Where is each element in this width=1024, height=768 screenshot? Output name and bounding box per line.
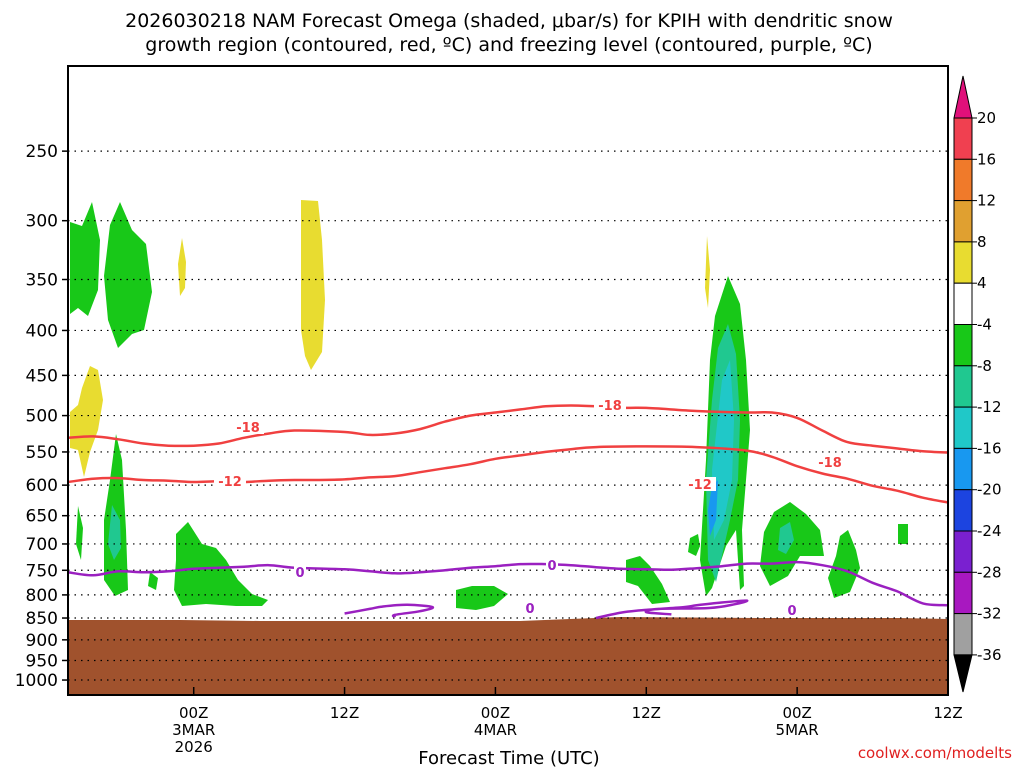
colorbar-label: -16: [977, 439, 1002, 457]
omega-green-area: [148, 572, 158, 590]
colorbar-label: -36: [977, 646, 1002, 664]
colorbar-bottom-arrow: [953, 654, 973, 693]
colorbar-swatch: [953, 406, 973, 449]
colorbar-label: -4: [977, 316, 992, 334]
x-tick-label: 3MAR: [172, 721, 215, 739]
colorbar-swatch: [953, 324, 973, 367]
chart-title-line-2: growth region (contoured, red, ºC) and f…: [145, 34, 872, 56]
freezing-level-line: [67, 560, 949, 607]
colorbar-swatch: [953, 613, 973, 656]
ground-fill: [68, 617, 948, 695]
label-minus18: -18: [818, 456, 842, 471]
x-tick-label: 12Z: [632, 704, 661, 722]
label-minus18: -18: [236, 421, 260, 436]
colorbar-label: -28: [977, 563, 1002, 581]
colorbar-label: -24: [977, 522, 1002, 540]
label-freezing: 0: [787, 604, 796, 619]
x-tick-label: 5MAR: [776, 721, 819, 739]
colorbar-label: 12: [977, 192, 996, 210]
omega-cyan-area: [712, 360, 734, 540]
x-tick-label: 4MAR: [474, 721, 517, 739]
omega-green-area: [104, 202, 152, 348]
omega-green-area: [456, 586, 508, 610]
x-tick-label: 2026: [175, 738, 213, 756]
colorbar-swatch: [953, 571, 973, 615]
colorbar-swatch: [953, 489, 973, 532]
omega-yellow-area: [178, 238, 186, 296]
chart-title-line-1: 2026030218 NAM Forecast Omega (shaded, μ…: [125, 10, 893, 32]
x-tick-label: 12Z: [933, 704, 962, 722]
y-tick-label: 300: [26, 212, 58, 232]
y-tick-label: 600: [26, 476, 58, 496]
y-tick-label: 1000: [15, 671, 58, 691]
y-tick-label: 350: [26, 271, 58, 291]
colorbar: 20 16 12 8 4 -4 -8 -12 -16 -20 -24 -28 -32 -36: [953, 75, 1002, 693]
colorbar-top-arrow: [953, 75, 973, 119]
freezing-level-line: [344, 603, 435, 619]
omega-green-area: [76, 506, 83, 560]
y-tick-label: 900: [26, 631, 58, 651]
y-tick-label: 800: [26, 586, 58, 606]
omega-green-area: [760, 502, 824, 586]
source-credit: coolwx.com/modelts: [858, 744, 1012, 762]
colorbar-swatch: [953, 447, 973, 491]
y-tick-label: 950: [26, 651, 58, 671]
colorbar-label: -32: [977, 605, 1002, 623]
freezing-level-line: [595, 599, 749, 620]
label-minus18: -18: [598, 399, 622, 414]
omega-green-area: [174, 522, 268, 606]
omega-blue-area: [708, 480, 718, 536]
y-tick-label: 650: [26, 507, 58, 527]
y-tick-label: 550: [26, 443, 58, 463]
colorbar-label: 4: [977, 274, 987, 292]
y-tick-label: 750: [26, 561, 58, 581]
y-tick-label: 700: [26, 535, 58, 555]
label-freezing: 0: [295, 566, 304, 581]
colorbar-label: 20: [977, 109, 996, 127]
isotherm-minus18-line: [67, 404, 949, 454]
x-tick-label: 00Z: [782, 704, 811, 722]
omega-green-area: [898, 524, 908, 544]
y-tick-label: 850: [26, 609, 58, 629]
label-freezing: 0: [547, 559, 556, 574]
omega-yellow-area: [301, 200, 325, 370]
label-minus12: -12: [218, 475, 242, 490]
plot-frame: [67, 65, 949, 696]
y-tick-label: 500: [26, 407, 58, 427]
colorbar-swatch: [953, 530, 973, 573]
omega-green-area: [828, 530, 860, 598]
x-tick-label: 00Z: [481, 704, 510, 722]
y-tick-label: 450: [26, 366, 58, 386]
omega-yellow-area: [70, 366, 103, 477]
y-tick-label: 250: [26, 142, 58, 162]
x-tick-label: 00Z: [179, 704, 208, 722]
x-axis-title: Forecast Time (UTC): [418, 748, 599, 768]
x-axis-labels: 00Z3MAR202612Z00Z4MAR12Z00Z5MAR12Z00Z6MA…: [172, 704, 963, 756]
omega-teal-area: [108, 505, 121, 560]
omega-yellow-area: [705, 236, 710, 308]
colorbar-swatch: [953, 365, 973, 408]
colorbar-swatch: [953, 241, 973, 284]
isotherm-labels: -18 -18 -18 -12 -12 0 0 0 0: [214, 398, 846, 619]
colorbar-label: 8: [977, 233, 987, 251]
y-axis-labels: 2503003504004505005506006507007508008509…: [15, 142, 58, 691]
label-minus12: -12: [688, 478, 712, 493]
omega-green-area: [70, 202, 100, 316]
colorbar-swatch: [953, 158, 973, 202]
colorbar-label: -12: [977, 398, 1002, 416]
colorbar-label: -20: [977, 481, 1002, 499]
y-tick-label: 400: [26, 321, 58, 341]
colorbar-label: -8: [977, 357, 992, 375]
colorbar-swatch: [953, 282, 973, 326]
omega-green-area: [688, 534, 700, 556]
colorbar-label: 16: [977, 150, 996, 168]
label-freezing: 0: [525, 602, 534, 617]
isotherm-minus12-line: [67, 445, 949, 504]
colorbar-swatch: [953, 117, 973, 160]
x-tick-label: 12Z: [330, 704, 359, 722]
colorbar-swatch: [953, 200, 973, 243]
omega-teal-area: [778, 522, 794, 554]
